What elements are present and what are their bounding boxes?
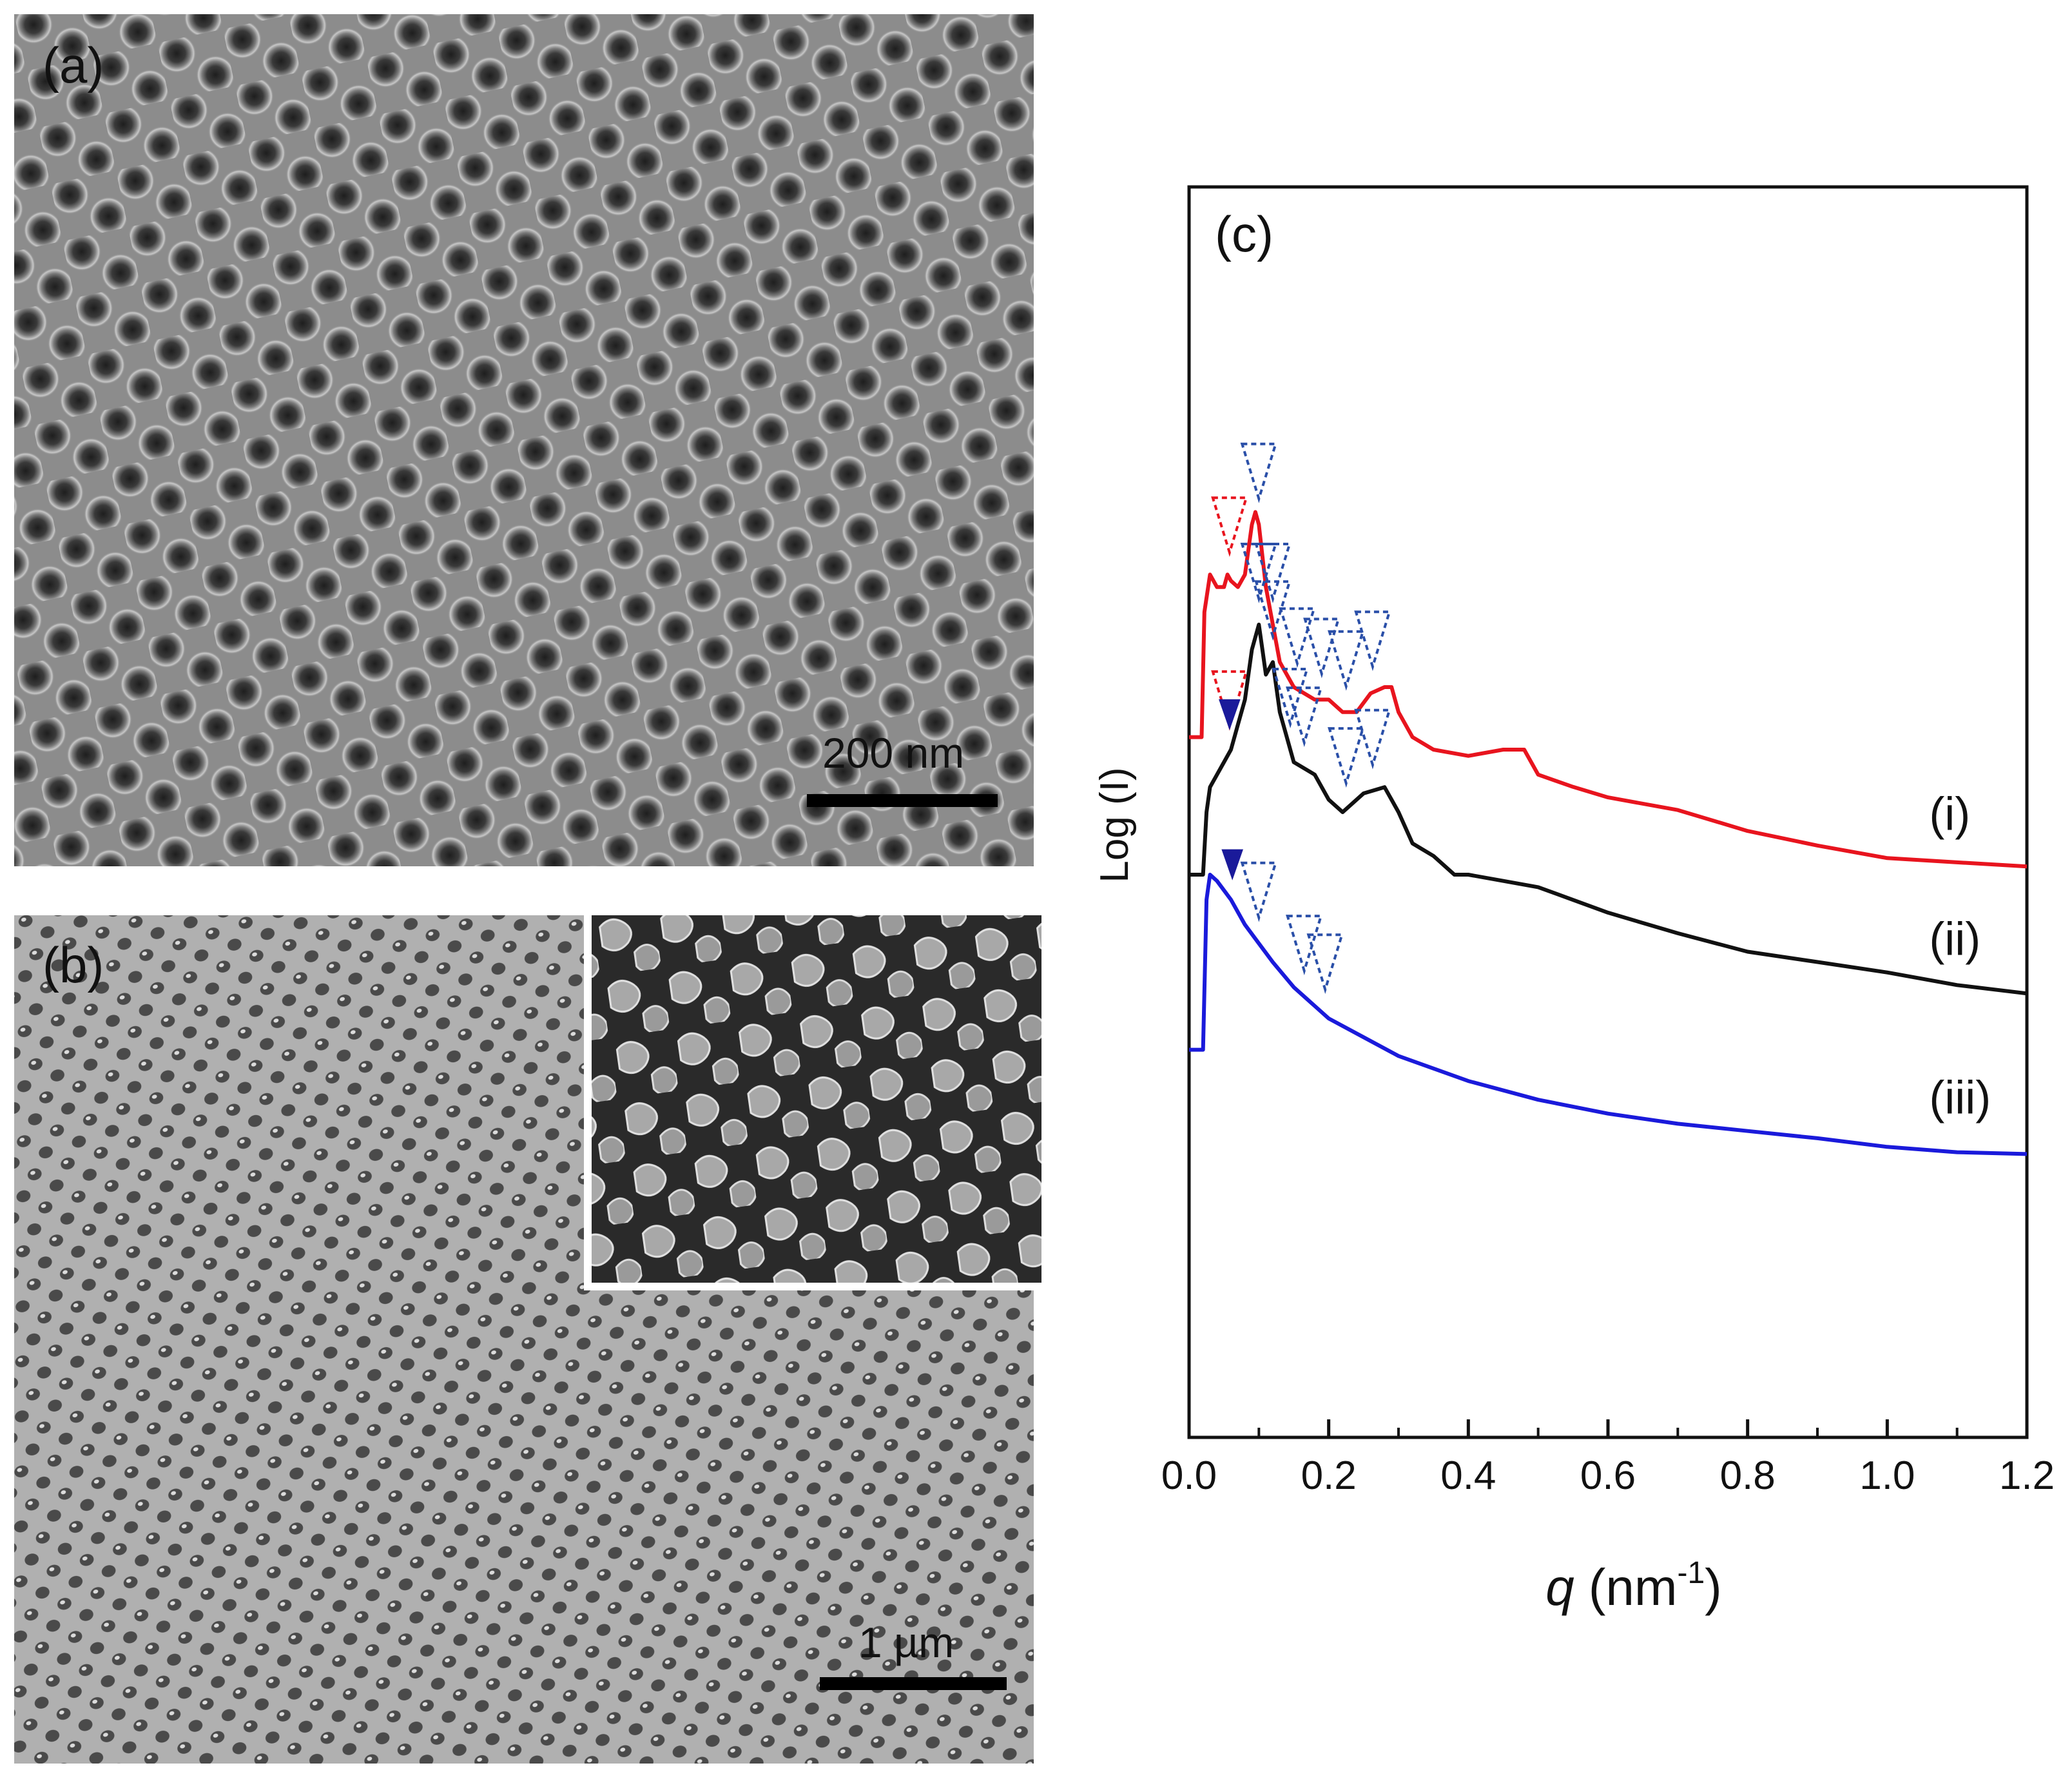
tem-image-panel-a <box>14 14 1034 866</box>
series-group <box>1189 510 2028 1156</box>
x-axis-label-sup: -1 <box>1677 1556 1705 1590</box>
peak-marker <box>1286 686 1323 747</box>
peak-marker <box>1240 543 1278 603</box>
peak-marker <box>1306 933 1344 995</box>
x-tick-label: 0.6 <box>1580 1453 1636 1498</box>
peak-marker <box>1254 543 1292 603</box>
panel-b-label: (b) <box>43 937 104 993</box>
peak-marker <box>1219 699 1241 730</box>
peak-marker <box>1354 708 1391 770</box>
x-tick-label: 0.0 <box>1161 1453 1217 1498</box>
saxs-chart: 0.0 0.2 0.4 0.6 0.8 1.0 1.2 (c) Log (I) q (nm-1… <box>1092 185 2055 1616</box>
x-tick-label: 0.4 <box>1440 1453 1496 1498</box>
peak-marker <box>1211 670 1248 731</box>
scale-bar-b <box>820 1677 1007 1690</box>
plot-frame <box>1187 185 2029 1439</box>
peak-marker <box>1221 849 1243 880</box>
peak-marker <box>1211 496 1248 558</box>
x-axis-label-unit: (nm <box>1589 1559 1678 1616</box>
tem-image <box>14 14 1034 866</box>
x-axis-label-q: q <box>1545 1559 1574 1616</box>
y-axis-label: Log (I) <box>1092 767 1137 882</box>
panel-a-label: (a) <box>43 37 104 93</box>
x-axis: 0.0 0.2 0.4 0.6 0.8 1.0 1.2 <box>1161 1419 2055 1498</box>
chart-panel-label: (c) <box>1215 206 1273 262</box>
x-tick-label: 0.8 <box>1720 1453 1776 1498</box>
peak-marker <box>1328 727 1365 788</box>
scale-label-b: 1 µm <box>858 1619 954 1666</box>
peak-marker <box>1303 617 1341 679</box>
x-axis-label: q (nm-1) <box>1545 1556 1722 1616</box>
peak-marker <box>1240 442 1278 503</box>
peak-marker <box>1279 607 1316 668</box>
series-line-1 <box>1189 510 2028 869</box>
peak-marker <box>1328 630 1365 691</box>
series-label: (iii) <box>1929 1073 1991 1124</box>
x-tick-label: 0.2 <box>1301 1453 1357 1498</box>
peak-marker <box>1254 580 1292 641</box>
scale-bar-a <box>807 794 998 807</box>
x-axis-label-close: ) <box>1705 1559 1722 1616</box>
x-tick-label: 1.2 <box>1999 1453 2055 1498</box>
peak-marker <box>1272 668 1309 728</box>
series-line-2 <box>1189 623 2028 996</box>
peak-marker <box>1354 610 1391 672</box>
peak-marker <box>1240 861 1278 922</box>
peak-markers <box>1211 442 1391 995</box>
sem-inset <box>584 915 1041 1290</box>
series-line-3 <box>1189 873 2028 1156</box>
x-tick-label: 1.0 <box>1859 1453 1915 1498</box>
scale-label-a: 200 nm <box>822 729 965 777</box>
series-label: (i) <box>1929 788 1970 840</box>
series-label: (ii) <box>1929 913 1980 965</box>
series-labels: (i) (ii) (iii) <box>1929 788 1991 1123</box>
peak-marker <box>1286 915 1323 975</box>
sem-inset-image <box>592 915 1041 1283</box>
